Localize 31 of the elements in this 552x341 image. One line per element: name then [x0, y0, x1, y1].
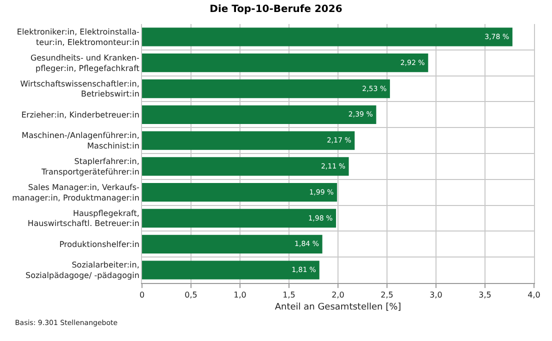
x-tick-label: 3,0: [430, 290, 442, 300]
y-tick-label: Produktionshelfer:in: [59, 240, 140, 249]
y-tick-label: Erzieher:in, Kinderbetreuer:in: [21, 110, 140, 120]
x-tick-label: 1,5: [282, 290, 296, 300]
x-tick-label: 2,0: [332, 290, 344, 300]
x-tick-label: 1,0: [234, 290, 246, 300]
y-tick-label: Elektroniker:in, Elektroinstalla- teur:in, Elektromonteur:in: [16, 28, 140, 47]
bar: [142, 157, 349, 176]
x-tick-label: 0: [139, 290, 145, 300]
bar: [142, 234, 322, 254]
bar: [142, 260, 320, 280]
chart-title: Die Top-10-Berufe 2026: [210, 4, 342, 16]
x-tick-label: 3,5: [478, 290, 492, 300]
y-tick-label: Sozialarbeiter:in, Sozialpädagoge/ -pädagogin: [26, 260, 140, 280]
bar: [142, 79, 390, 98]
y-tick-label: Staplerfahrer:in, Transportgeräteführer:in: [40, 157, 140, 176]
y-tick-label: Hauspflegekraft, Hauswirtschaftl. Betreuer:in: [28, 208, 140, 228]
bar: [142, 208, 336, 228]
bar: [142, 131, 355, 150]
bar: [142, 183, 338, 202]
y-tick-label: Gesundheits- und Kranken- pfleger:in, Pflegefachkraft: [30, 53, 140, 73]
y-tick-label: Wirtschaftswissenschaftler:in, Betriebswirt:in: [20, 79, 140, 99]
y-tick-label: Sales Manager:in, Verkaufs- manager:in, Produktmanager:in: [12, 182, 140, 202]
bar: [142, 105, 376, 124]
x-tick-label: 0,5: [184, 290, 198, 300]
x-tick-label: 4,0: [528, 290, 540, 300]
y-tick-label: Maschinen-/Anlagenführer:in, Maschinist:in: [22, 131, 140, 151]
bar: [142, 28, 512, 46]
x-tick-label: 2,5: [380, 290, 394, 300]
bar: [142, 54, 428, 72]
x-axis-title: Anteil an Gesamtstellen [%]: [274, 302, 402, 312]
